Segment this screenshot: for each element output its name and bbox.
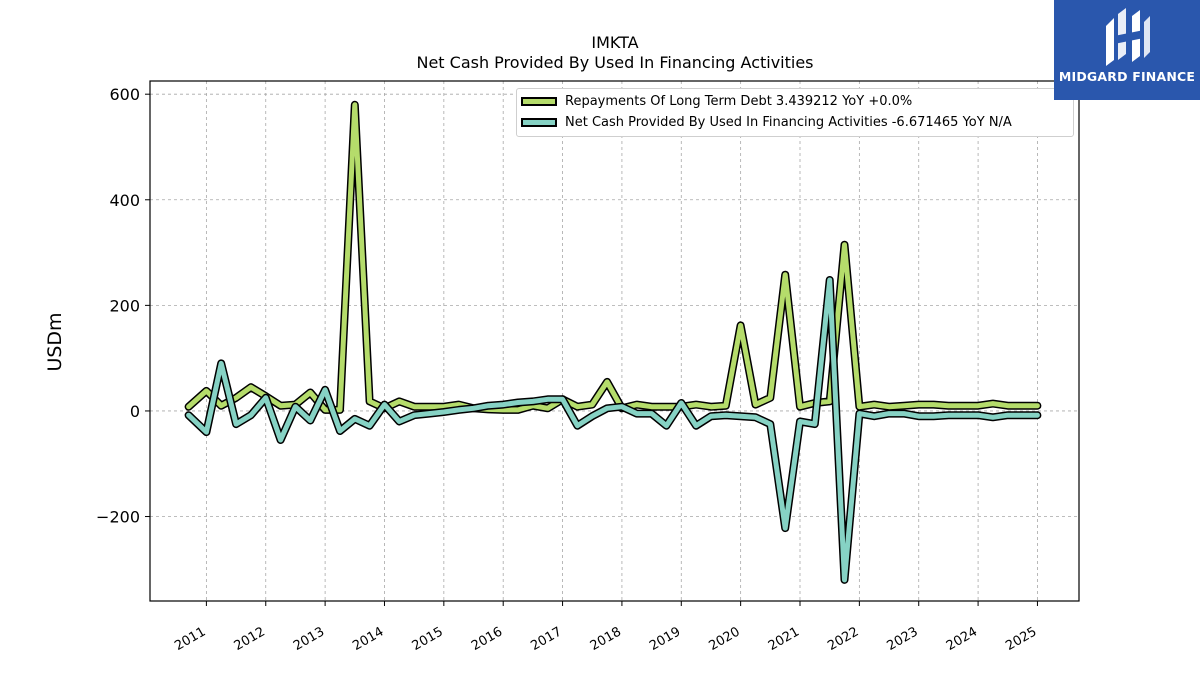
y-tick-label: −200 [96,508,140,527]
brand-logo: MIDGARD FINANCE [1054,0,1200,100]
legend: Repayments Of Long Term Debt 3.439212 Yo… [516,88,1074,137]
plot-frame [149,80,1080,602]
legend-swatch-repayments [521,96,557,106]
y-tick-label: 0 [130,402,140,421]
x-tick-label: 2014 [350,624,386,654]
grid-lines [150,81,1079,601]
x-tick-label: 2016 [469,624,505,654]
x-tick-label: 2025 [1003,624,1039,654]
x-tick-label: 2023 [885,624,921,654]
y-axis: 600 400 200 0 −200 [96,85,150,527]
legend-label-repayments: Repayments Of Long Term Debt 3.439212 Yo… [565,93,913,109]
legend-label-net-cash: Net Cash Provided By Used In Financing A… [565,114,1012,130]
x-tick-label: 2013 [291,624,327,654]
y-axis-label: USDm [44,312,66,372]
x-tick-label: 2019 [647,624,683,654]
series-outline-0 [184,100,1042,414]
x-tick-label: 2012 [232,624,268,654]
series-outline-1 [184,276,1042,584]
legend-swatch-net-cash [521,117,557,127]
x-tick-label: 2021 [766,624,802,654]
legend-item-repayments: Repayments Of Long Term Debt 3.439212 Yo… [521,92,912,110]
x-tick-label: 2020 [706,624,742,654]
series-line-0 [186,102,1040,413]
chart-title: IMKTA [591,33,639,52]
x-axis: 2011 2012 2013 2014 2015 2016 2017 2018 2019 2020… [172,601,1039,654]
series-layer [184,100,1042,584]
legend-item-net-cash: Net Cash Provided By Used In Financing A… [521,113,1012,131]
x-tick-label: 2018 [588,624,624,654]
x-tick-label: 2017 [528,624,564,654]
brand-logo-text: MIDGARD FINANCE [1058,69,1196,84]
midgard-logo-icon [1106,8,1150,66]
x-tick-label: 2024 [944,624,980,654]
y-tick-label: 200 [109,296,140,315]
chart-subtitle: Net Cash Provided By Used In Financing A… [416,53,814,72]
y-tick-label: 600 [109,85,140,104]
series-line-1 [186,277,1040,583]
x-tick-label: 2011 [172,624,208,654]
x-tick-label: 2015 [410,624,446,654]
y-tick-label: 400 [109,191,140,210]
x-tick-label: 2022 [825,624,861,654]
